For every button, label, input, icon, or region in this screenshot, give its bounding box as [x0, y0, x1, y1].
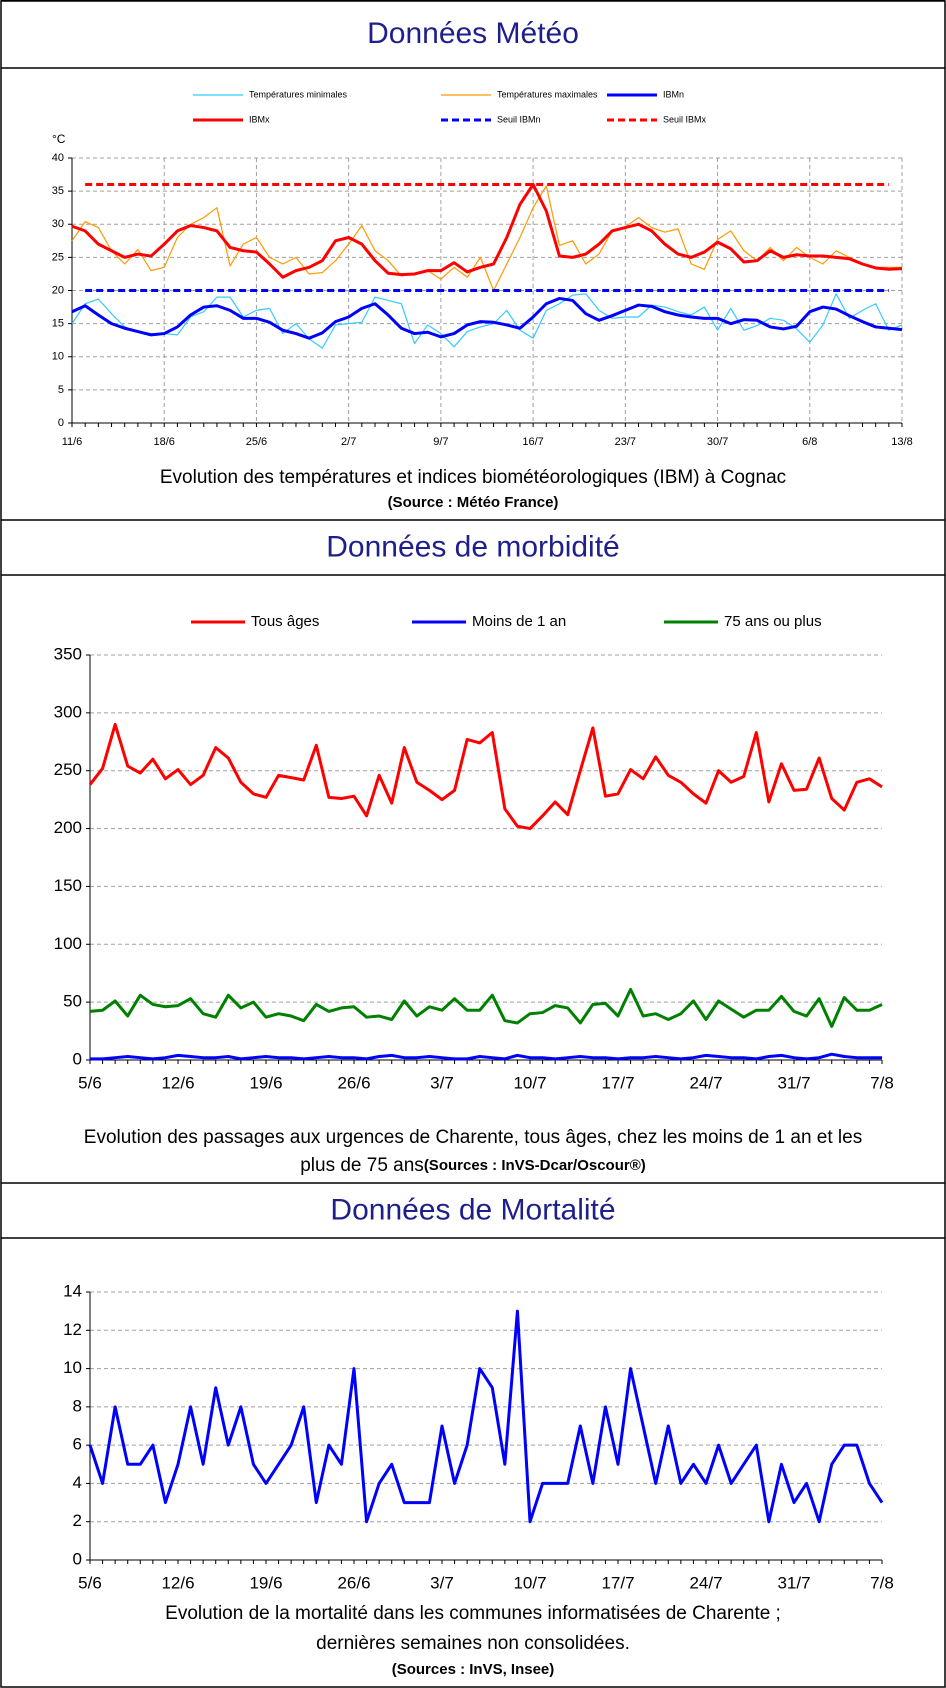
x-tick-label: 10/7	[513, 1073, 546, 1092]
section-heading: Données de Mortalité	[330, 1193, 615, 1226]
y-tick-label: 6	[73, 1435, 82, 1454]
x-tick-label: 23/7	[615, 436, 636, 448]
x-tick-label: 16/7	[522, 436, 543, 448]
y-tick-label: 35	[52, 185, 64, 197]
x-tick-label: 10/7	[513, 1573, 546, 1592]
x-tick-label: 30/7	[707, 436, 728, 448]
caption-line: Evolution de la mortalité dans les commu…	[165, 1603, 781, 1624]
caption: Evolution de la mortalité dans les commu…	[165, 1603, 781, 1624]
section-heading: Données Météo	[367, 17, 579, 50]
y-tick-label: 100	[54, 934, 82, 953]
x-tick-label: 5/6	[78, 1573, 102, 1592]
section-heading: Données de morbidité	[326, 530, 620, 563]
x-tick-label: 19/6	[249, 1573, 282, 1592]
x-tick-label: 17/7	[601, 1073, 634, 1092]
legend-label: Tous âges	[251, 613, 319, 630]
legend-label: Températures maximales	[497, 89, 598, 99]
caption-line: Evolution des températures et indices bi…	[160, 467, 786, 488]
x-tick-label: 7/8	[870, 1073, 894, 1092]
caption-source: (Sources : InVS-Dcar/Oscour®)	[424, 1157, 646, 1174]
x-tick-label: 12/6	[161, 1073, 194, 1092]
y-tick-label: 14	[63, 1281, 82, 1300]
caption-line: Evolution des passages aux urgences de C…	[84, 1127, 862, 1148]
x-tick-label: 24/7	[689, 1573, 722, 1592]
y-tick-label: 15	[52, 318, 64, 330]
y-tick-label: 350	[54, 644, 82, 663]
y-tick-label: 20	[52, 284, 64, 296]
caption: Evolution des températures et indices bi…	[160, 467, 786, 488]
x-tick-label: 7/8	[870, 1573, 894, 1592]
x-tick-label: 6/8	[802, 436, 817, 448]
x-tick-label: 3/7	[430, 1073, 454, 1092]
x-tick-label: 25/6	[246, 436, 267, 448]
y-tick-label: 200	[54, 818, 82, 837]
series-line	[89, 987, 883, 1028]
y-tick-label: 12	[63, 1320, 82, 1339]
x-tick-label: 31/7	[777, 1073, 810, 1092]
caption: plus de 75 ans(Sources : InVS-Dcar/Oscou…	[300, 1155, 646, 1176]
y-tick-label: 5	[58, 384, 64, 396]
y-axis-label: °C	[52, 132, 66, 146]
y-tick-label: 10	[63, 1358, 82, 1377]
x-tick-label: 2/7	[341, 436, 356, 448]
series-line	[71, 183, 903, 279]
x-tick-label: 31/7	[777, 1573, 810, 1592]
y-tick-label: 250	[54, 760, 82, 779]
y-tick-label: 0	[73, 1049, 82, 1068]
legend-label: Moins de 1 an	[472, 613, 566, 630]
caption-source: (Source : Météo France)	[388, 494, 559, 511]
x-tick-label: 17/7	[601, 1573, 634, 1592]
x-tick-label: 24/7	[689, 1073, 722, 1092]
series-line	[88, 1309, 884, 1524]
y-tick-label: 0	[58, 417, 64, 429]
legend-label: Températures minimales	[249, 89, 348, 99]
y-tick-label: 50	[63, 992, 82, 1011]
x-tick-label: 26/6	[337, 1073, 370, 1092]
x-tick-label: 19/6	[249, 1073, 282, 1092]
y-tick-label: 2	[73, 1511, 82, 1530]
y-tick-label: 25	[52, 251, 64, 263]
caption: Evolution des passages aux urgences de C…	[84, 1127, 862, 1148]
y-tick-label: 40	[52, 152, 64, 164]
x-tick-label: 9/7	[433, 436, 448, 448]
y-tick-label: 150	[54, 876, 82, 895]
x-tick-label: 5/6	[78, 1073, 102, 1092]
legend-label: 75 ans ou plus	[724, 613, 822, 630]
y-tick-label: 10	[52, 351, 64, 363]
legend-label: IBMx	[249, 114, 270, 124]
legend-label: Seuil IBMn	[497, 114, 541, 124]
series-line	[71, 185, 902, 292]
legend-label: IBMn	[663, 89, 684, 99]
y-tick-label: 0	[73, 1549, 82, 1568]
y-tick-label: 30	[52, 218, 64, 230]
caption: dernières semaines non consolidées.	[316, 1633, 630, 1654]
x-tick-label: 11/6	[62, 436, 83, 448]
caption-source: (Sources : InVS, Insee)	[392, 1661, 555, 1678]
x-tick-label: 13/8	[891, 436, 912, 448]
y-tick-label: 300	[54, 702, 82, 721]
caption-line: dernières semaines non consolidées.	[316, 1633, 630, 1654]
x-tick-label: 3/7	[430, 1573, 454, 1592]
series-line	[90, 1052, 882, 1061]
series-line	[88, 722, 883, 831]
y-tick-label: 8	[73, 1396, 82, 1415]
y-tick-label: 4	[73, 1473, 82, 1492]
series-line	[71, 296, 903, 340]
legend-label: Seuil IBMx	[663, 114, 707, 124]
caption-line: plus de 75 ans	[300, 1155, 424, 1176]
x-tick-label: 12/6	[161, 1573, 194, 1592]
x-tick-label: 26/6	[337, 1573, 370, 1592]
x-tick-label: 18/6	[154, 436, 175, 448]
